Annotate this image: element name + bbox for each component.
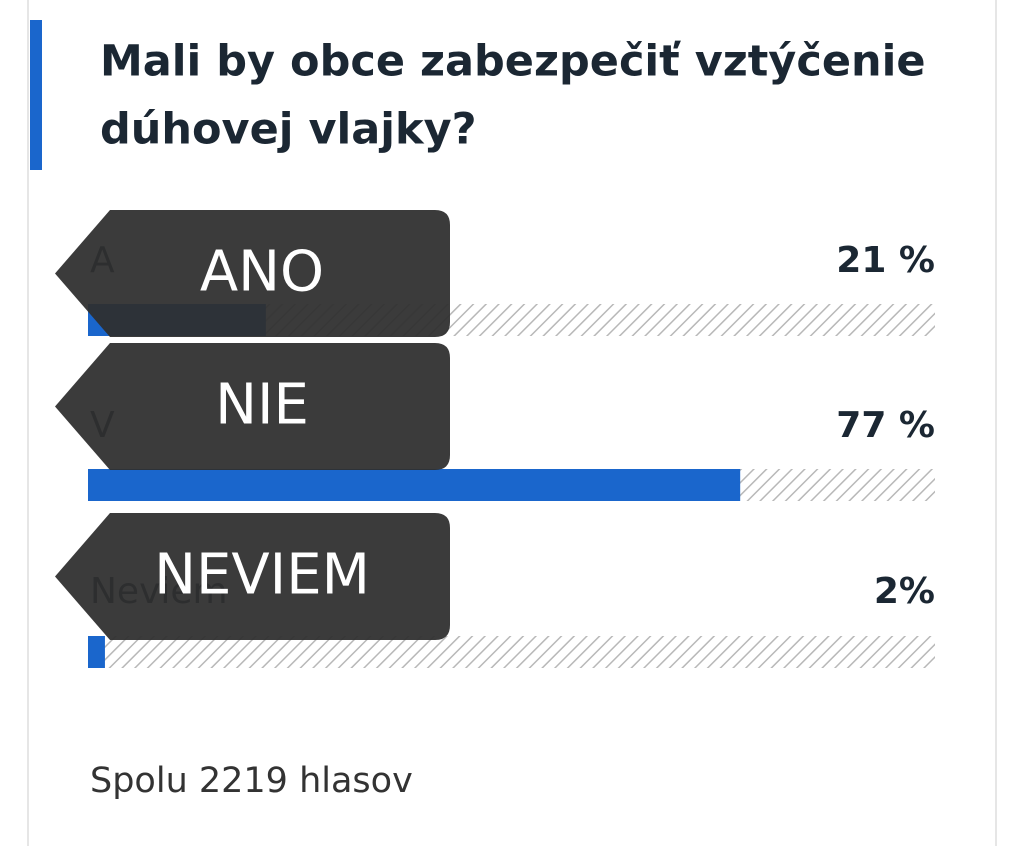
overlay-text: ANO [200, 240, 324, 305]
bar-track [88, 636, 935, 668]
question: Mali by obce zabezpečiť vztýčenie [100, 37, 926, 87]
overlay-text: NEVIEM [154, 543, 370, 608]
footer: Spolu 2219 hlasov [90, 761, 413, 801]
overlay-tag [55, 513, 450, 640]
overlay-tag [55, 210, 450, 337]
value-label: 2% [874, 571, 935, 612]
overlay-text: NIE [215, 373, 309, 438]
value-label: 21 % [836, 240, 935, 281]
value-label: 77 % [836, 405, 935, 446]
question: dúhovej vlajky? [100, 105, 477, 155]
bar [88, 469, 741, 501]
bar [88, 636, 105, 668]
accent-bar [30, 20, 42, 170]
overlay-tag [55, 343, 450, 470]
